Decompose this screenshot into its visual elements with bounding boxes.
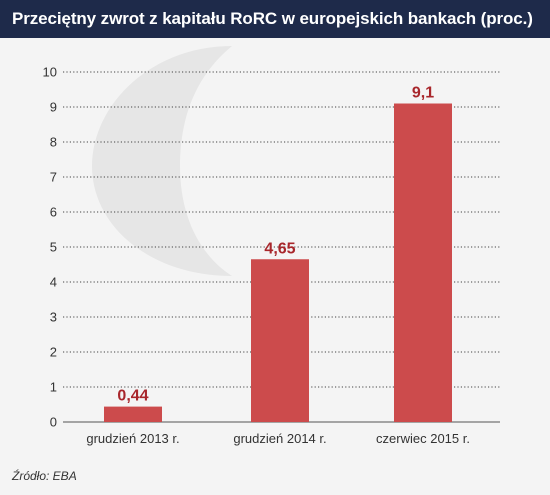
y-tick-label: 3 <box>50 310 57 325</box>
x-tick-label: grudzień 2014 r. <box>233 431 326 446</box>
y-tick-label: 1 <box>50 380 57 395</box>
watermark-crescent <box>92 46 232 276</box>
y-tick-label: 7 <box>50 170 57 185</box>
bars <box>104 103 452 422</box>
bar-chart: 0 1 2 3 4 5 6 7 8 9 10 0,44 4,65 9,1 grudzień 2013 r… <box>43 46 500 446</box>
x-tick-label: czerwiec 2015 r. <box>376 431 470 446</box>
data-labels: 0,44 4,65 9,1 <box>117 85 434 405</box>
data-label: 9,1 <box>412 85 434 102</box>
chart-title: Przeciętny zwrot z kapitału RoRC w europ… <box>12 9 533 28</box>
source-note: Źródło: EBA <box>12 469 77 483</box>
bar <box>251 259 309 422</box>
y-tick-label: 10 <box>43 65 57 80</box>
bar <box>104 406 162 422</box>
x-axis-ticks: grudzień 2013 r. grudzień 2014 r. czerwiec… <box>86 431 470 446</box>
y-tick-label: 6 <box>50 205 57 220</box>
y-tick-label: 5 <box>50 240 57 255</box>
chart-header: Przeciętny zwrot z kapitału RoRC w europ… <box>0 0 550 38</box>
y-tick-label: 9 <box>50 100 57 115</box>
y-tick-label: 8 <box>50 135 57 150</box>
watermark-logo <box>92 46 232 276</box>
bar <box>394 103 452 422</box>
y-tick-label: 0 <box>50 415 57 430</box>
x-tick-label: grudzień 2013 r. <box>86 431 179 446</box>
y-tick-label: 2 <box>50 345 57 360</box>
y-tick-label: 4 <box>50 275 57 290</box>
data-label: 0,44 <box>117 388 148 405</box>
data-label: 4,65 <box>264 240 295 257</box>
y-axis-ticks: 0 1 2 3 4 5 6 7 8 9 10 <box>43 65 57 430</box>
